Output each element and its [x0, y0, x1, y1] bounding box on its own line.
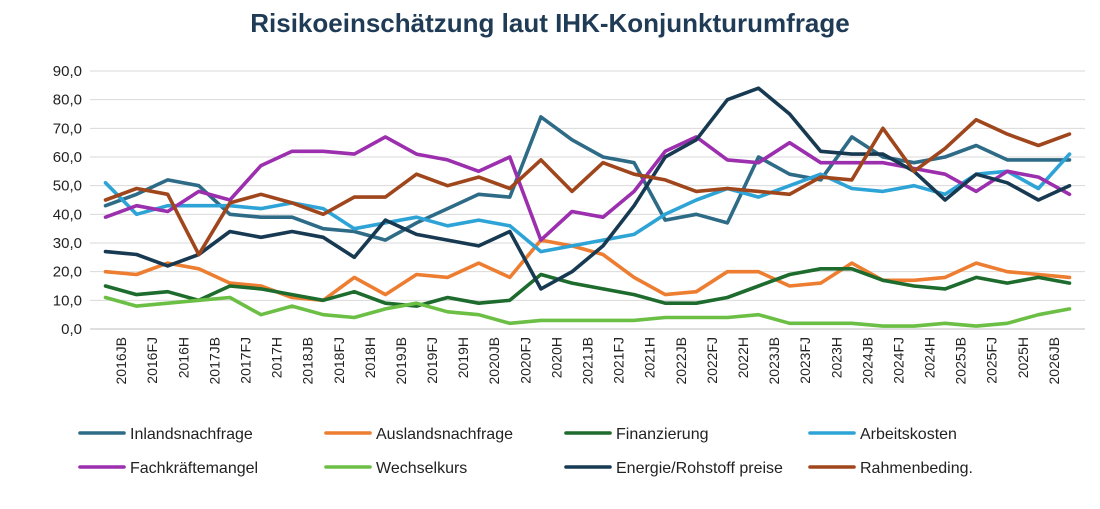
x-tick-label: 2019JB [393, 337, 409, 384]
x-tick-label: 2023JB [766, 337, 782, 384]
x-tick-label: 2022JB [673, 337, 689, 384]
x-tick-label: 2017FJ [237, 337, 253, 384]
x-tick-label: 2021JB [580, 337, 596, 384]
y-tick-label: 60,0 [53, 149, 82, 166]
x-tick-label: 2025H [1015, 337, 1031, 378]
legend-label: Inlandsnachfrage [130, 426, 253, 443]
x-tick-label: 2016H [175, 337, 191, 378]
x-tick-label: 2026JB [1046, 337, 1062, 384]
legend-label: Energie/Rohstoff preise [616, 460, 783, 477]
x-tick-label: 2020FJ [517, 337, 533, 384]
chart-title: Risikoeinschätzung laut IHK-Konjunkturum… [250, 8, 850, 38]
x-tick-label: 2016FJ [144, 337, 160, 384]
x-tick-label: 2024FJ [890, 337, 906, 384]
x-tick-label: 2019H [455, 337, 471, 378]
y-tick-label: 80,0 [53, 92, 82, 109]
x-tick-label: 2020H [548, 337, 564, 378]
x-tick-label: 2023H [828, 337, 844, 378]
legend-label: Finanzierung [616, 426, 709, 443]
y-tick-label: 10,0 [53, 292, 82, 309]
legend-label: Fachkräftemangel [130, 460, 258, 477]
x-tick-label: 2025FJ [984, 337, 1000, 384]
legend-label: Auslandsnachfrage [376, 426, 513, 443]
legend-label: Rahmenbeding. [860, 460, 973, 477]
y-tick-label: 40,0 [53, 206, 82, 223]
x-tick-label: 2025JB [953, 337, 969, 384]
y-tick-label: 50,0 [53, 178, 82, 195]
x-tick-label: 2021FJ [611, 337, 627, 384]
legend-label: Wechselkurs [376, 460, 467, 477]
series-line [103, 86, 1072, 291]
legend-label: Arbeitskosten [860, 426, 957, 443]
x-tick-label: 2020JB [486, 337, 502, 384]
y-tick-label: 70,0 [53, 120, 82, 137]
x-tick-label: 2021H [642, 337, 658, 378]
x-tick-label: 2018FJ [331, 337, 347, 384]
y-tick-label: 30,0 [53, 235, 82, 252]
x-tick-label: 2016JB [113, 337, 129, 384]
y-tick-label: 0,0 [61, 321, 82, 338]
x-tick-label: 2018H [362, 337, 378, 378]
series-line [103, 295, 1072, 328]
series-line [103, 152, 1072, 254]
x-tick-label: 2022FJ [704, 337, 720, 384]
x-tick-label: 2017H [269, 337, 285, 378]
x-tick-label: 2019FJ [424, 337, 440, 384]
x-tick-label: 2022H [735, 337, 751, 378]
x-tick-label: 2017JB [206, 337, 222, 384]
x-tick-label: 2024H [922, 337, 938, 378]
x-tick-label: 2024JB [859, 337, 875, 384]
series-line [103, 266, 1072, 308]
y-tick-label: 20,0 [53, 264, 82, 281]
y-tick-label: 90,0 [53, 63, 82, 80]
series-line [103, 238, 1072, 303]
x-tick-label: 2023FJ [797, 337, 813, 384]
series-line [103, 117, 1072, 257]
x-tick-label: 2018JB [300, 337, 316, 384]
